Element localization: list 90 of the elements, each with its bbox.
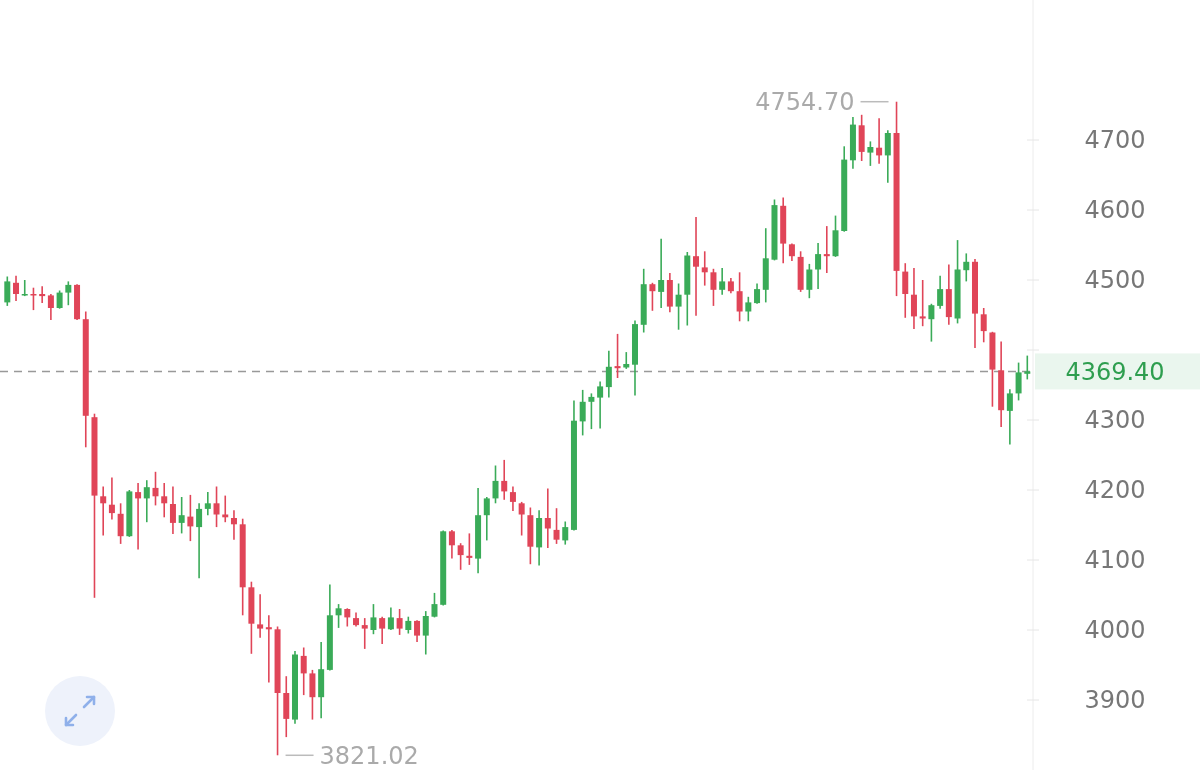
y-tick-label: 4100	[1084, 546, 1146, 575]
y-tick-label: 4500	[1084, 266, 1146, 295]
candlestick	[230, 509, 237, 541]
candlestick	[152, 471, 159, 507]
candlestick	[483, 496, 490, 542]
candlestick	[701, 250, 708, 287]
candlestick	[335, 603, 342, 629]
candlestick	[265, 614, 272, 684]
y-tick-label: 4600	[1084, 196, 1146, 225]
candlestick	[309, 669, 316, 721]
candlestick	[396, 608, 403, 636]
candlestick	[928, 303, 935, 343]
candlestick	[823, 225, 830, 274]
candlestick	[614, 333, 621, 379]
candlestick	[710, 268, 717, 307]
candlestick	[4, 275, 11, 307]
candlestick	[736, 271, 743, 323]
candlestick	[597, 380, 604, 430]
candlestick	[884, 129, 891, 184]
ref-line-label: 4369.40	[1065, 357, 1165, 386]
candlestick	[169, 485, 176, 535]
candlestick	[143, 479, 150, 523]
candlestick	[544, 487, 551, 549]
candlestick	[117, 502, 124, 545]
candlestick	[370, 603, 377, 635]
candlestick	[579, 389, 586, 437]
candlestick	[902, 262, 909, 319]
candlestick	[509, 485, 516, 512]
candlestick	[466, 532, 473, 566]
candlestick	[448, 529, 455, 560]
candlestick	[623, 351, 630, 370]
candlestick	[21, 279, 28, 297]
y-tick-label: 4300	[1084, 406, 1146, 435]
candlestick	[815, 242, 822, 290]
candlestick	[1006, 388, 1013, 446]
annotation: 4754.70	[755, 88, 855, 117]
candlestick	[937, 275, 944, 310]
candlestick	[919, 279, 926, 327]
candlestick	[754, 282, 761, 305]
candlestick	[422, 610, 429, 656]
candlestick	[257, 593, 264, 639]
candlestick	[213, 485, 220, 528]
candlestick	[30, 286, 37, 311]
candlestick	[693, 216, 700, 317]
candlestick	[588, 392, 595, 430]
candlestick	[649, 282, 656, 312]
candlestick	[910, 267, 917, 330]
candlestick	[47, 293, 54, 321]
candlestick	[867, 140, 874, 167]
candlestick	[980, 307, 987, 344]
candlestick	[204, 491, 211, 516]
candlestick	[187, 494, 194, 542]
candlestick	[719, 267, 726, 296]
annotation: 3821.02	[319, 741, 419, 770]
candlestick	[963, 252, 970, 283]
candlestick	[806, 263, 813, 299]
candlestick	[196, 502, 203, 579]
candlestick	[553, 507, 560, 545]
candlestick	[387, 606, 394, 631]
candlestick	[39, 285, 46, 304]
candlestick	[108, 476, 115, 521]
candlestick	[518, 501, 525, 537]
candlestick	[605, 349, 612, 399]
candlestick	[361, 617, 368, 650]
candlestick	[65, 280, 72, 306]
candlestick	[431, 592, 438, 619]
candlestick	[1015, 361, 1022, 402]
candlestick	[13, 275, 20, 302]
y-tick-label: 4700	[1084, 126, 1146, 155]
y-tick-label: 3900	[1084, 686, 1146, 715]
candlestick	[300, 646, 307, 696]
candlestick	[344, 607, 351, 628]
candlestick	[56, 289, 63, 310]
candlestick	[501, 459, 508, 501]
y-tick-label: 4000	[1084, 616, 1146, 645]
candlestick	[457, 542, 464, 571]
candlestick	[178, 496, 185, 535]
candlestick	[1024, 354, 1031, 381]
candlestick	[161, 482, 168, 519]
candlestick	[379, 615, 386, 645]
candlestick	[492, 464, 499, 505]
y-tick-label: 4200	[1084, 476, 1146, 505]
candlestick	[414, 619, 421, 643]
candlestick	[658, 237, 665, 309]
candlestick	[876, 117, 883, 165]
candlestick	[100, 485, 107, 537]
candlestick	[745, 296, 752, 323]
candlestick	[675, 282, 682, 331]
candlestick	[562, 520, 569, 546]
candlestick	[135, 482, 142, 551]
